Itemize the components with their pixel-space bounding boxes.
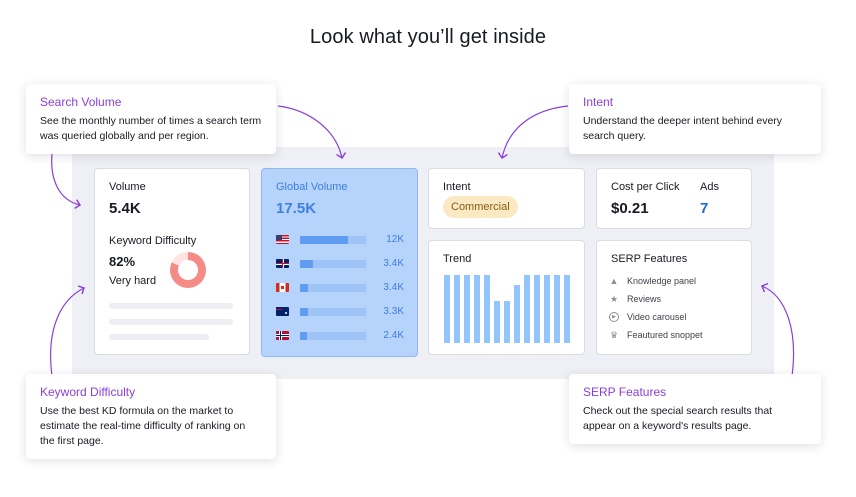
placeholder-line [109,303,233,309]
volume-bar [300,236,366,244]
intent-badge: Commercial [443,196,518,218]
country-volume: 3.4K [383,282,404,293]
au-flag-icon [276,307,289,316]
callout-description: Use the best KD formula on the market to… [40,405,246,447]
callout-keyword-difficulty: Keyword Difficulty Use the best KD formu… [26,374,276,459]
arrow-search-volume-right [277,105,342,158]
volume-bar [300,260,366,268]
volume-card: Volume 5.4K Keyword Difficulty 82% Very … [94,168,250,355]
volume-bar [300,284,366,292]
uk-flag-icon [276,259,289,268]
ca-flag-icon [276,283,289,292]
trend-bar [554,275,560,343]
country-row: 3.3K [276,306,404,317]
serp-item-label: Video carousel [627,312,687,322]
trend-bar [514,285,520,343]
global-volume-value: 17.5K [276,200,317,217]
volume-bar [300,308,366,316]
trend-chart [444,275,572,343]
kd-value: 82% [109,254,136,269]
cpc-card: Cost per Click $0.21 Ads 7 [596,168,752,229]
play-icon: ▶ [609,312,619,322]
volume-bar-fill [300,332,307,340]
callout-title: Intent [583,95,614,109]
trend-card: Trend [428,240,585,355]
trend-bar [444,275,450,343]
volume-label: Volume [109,181,146,193]
intent-label: Intent [443,181,471,193]
us-flag-icon [276,235,289,244]
callout-description: See the monthly number of times a search… [40,115,262,142]
global-volume-label: Global Volume [276,181,348,193]
arrow-intent [502,105,569,158]
trend-bar [534,275,540,343]
volume-bar [300,332,366,340]
callout-search-volume: Search Volume See the monthly number of … [26,84,276,154]
serp-item-label: Feautured snoppet [627,330,703,340]
placeholder-line [109,319,233,325]
callout-description: Understand the deeper intent behind ever… [583,115,783,142]
trend-bar [474,275,480,343]
cpc-label: Cost per Click [611,181,680,193]
country-volume: 3.4K [383,258,404,269]
country-volume: 12K [386,234,404,245]
trend-label: Trend [443,253,472,265]
graduation-cap-icon: ▲ [609,276,619,286]
country-row: 3.4K [276,258,404,269]
trend-bar [464,275,470,343]
callout-title: SERP Features [583,385,667,399]
star-icon: ★ [609,294,619,304]
ads-value: 7 [700,200,709,217]
intent-card: Intent Commercial [428,168,585,229]
country-row: 3.4K [276,282,404,293]
arrow-search-volume-bottom [51,153,80,205]
trend-bar [484,275,490,343]
cpc-value: $0.21 [611,200,649,217]
trend-bar [544,275,550,343]
country-volume: 3.3K [383,306,404,317]
volume-bar-fill [300,260,314,268]
volume-bar-fill [300,284,308,292]
callout-title: Keyword Difficulty [40,385,136,399]
country-row: 2.4K [276,330,404,341]
serp-label: SERP Features [611,253,688,265]
serp-item-label: Reviews [627,294,662,304]
trend-bar [494,301,500,343]
no-flag-icon [276,331,289,340]
volume-bar-fill [300,308,308,316]
callout-title: Search Volume [40,95,122,109]
trend-bar [504,301,510,343]
trend-bar [454,275,460,343]
ads-label: Ads [700,181,719,193]
kd-label: Keyword Difficulty [109,235,197,247]
callout-intent: Intent Understand the deeper intent behi… [569,84,821,154]
country-row: 12K [276,234,404,245]
crown-icon: ♛ [609,330,619,340]
arrow-keyword-difficulty [50,288,84,377]
callout-description: Check out the special search results tha… [583,405,773,432]
trend-bar [524,275,530,343]
global-volume-card: Global Volume 17.5K 12K 3.4K 3.4K 3.3K [261,168,418,357]
serp-card: SERP Features ▲ Knowledge panel ★ Review… [596,240,752,355]
placeholder-line [109,334,209,340]
kd-donut-chart [170,252,206,288]
arrow-serp-features [762,286,795,377]
serp-item-label: Knowledge panel [627,276,697,286]
country-volume: 2.4K [383,330,404,341]
volume-value: 5.4K [109,200,141,217]
callout-serp-features: SERP Features Check out the special sear… [569,374,821,444]
trend-bar [564,275,570,343]
kd-level: Very hard [109,275,157,287]
page-title: Look what you’ll get inside [309,26,547,48]
volume-bar-fill [300,236,348,244]
